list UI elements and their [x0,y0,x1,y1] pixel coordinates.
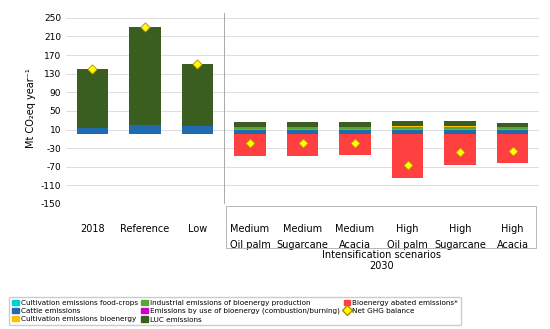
Bar [339,134,371,155]
Bar [444,130,476,134]
Text: 2018: 2018 [80,224,104,234]
Bar [497,134,529,163]
Bar [234,122,266,127]
Bar [392,134,424,178]
Bar [339,127,371,129]
Text: Oil palm: Oil palm [387,240,428,250]
Text: Sugarcane: Sugarcane [277,240,328,250]
Bar [392,126,424,127]
Point [88,66,97,72]
Bar [339,130,371,134]
Point [403,162,412,167]
Bar [444,126,476,127]
Text: Intensification scenarios: Intensification scenarios [322,250,441,260]
Y-axis label: Mt CO₂eq year⁻¹: Mt CO₂eq year⁻¹ [26,69,36,148]
Bar [234,127,266,129]
Point [351,140,360,145]
Bar [497,123,529,127]
Bar [76,128,108,134]
Text: Oil palm: Oil palm [229,240,270,250]
Bar [287,129,318,130]
Text: 2030: 2030 [369,261,394,271]
Text: Medium: Medium [336,224,375,234]
Bar [444,129,476,130]
Text: Sugarcane: Sugarcane [434,240,486,250]
Bar [392,129,424,130]
Bar [392,130,424,134]
Text: Reference: Reference [120,224,169,234]
Bar [234,130,266,134]
Bar [444,134,476,165]
Bar [392,121,424,126]
Bar [129,27,161,125]
Legend: Cultivation emissions food-crops, Cattle emissions, Cultivation emissions bioene: Cultivation emissions food-crops, Cattle… [9,297,461,325]
Point [508,149,517,154]
Text: Acacia: Acacia [339,240,371,250]
Bar [287,122,318,127]
Bar [444,127,476,129]
Text: Medium: Medium [230,224,270,234]
Bar [182,64,213,126]
Point [193,62,202,67]
Point [140,24,149,30]
Point [245,141,254,146]
Bar [497,129,529,130]
Text: Medium: Medium [283,224,322,234]
Bar [182,126,213,134]
Bar [287,127,318,129]
Bar [392,127,424,129]
Text: High: High [502,224,524,234]
Bar [497,130,529,134]
Text: High: High [449,224,471,234]
Point [456,149,465,155]
Bar [339,129,371,130]
Bar [234,129,266,130]
Bar [129,125,161,134]
Bar [444,121,476,126]
Bar [76,69,108,128]
Text: High: High [397,224,419,234]
Point [298,141,307,146]
Bar [339,122,371,127]
Bar [287,130,318,134]
Text: Acacia: Acacia [497,240,529,250]
Bar [234,134,266,156]
Text: Low: Low [188,224,207,234]
Bar [497,127,529,129]
Bar [287,134,318,156]
